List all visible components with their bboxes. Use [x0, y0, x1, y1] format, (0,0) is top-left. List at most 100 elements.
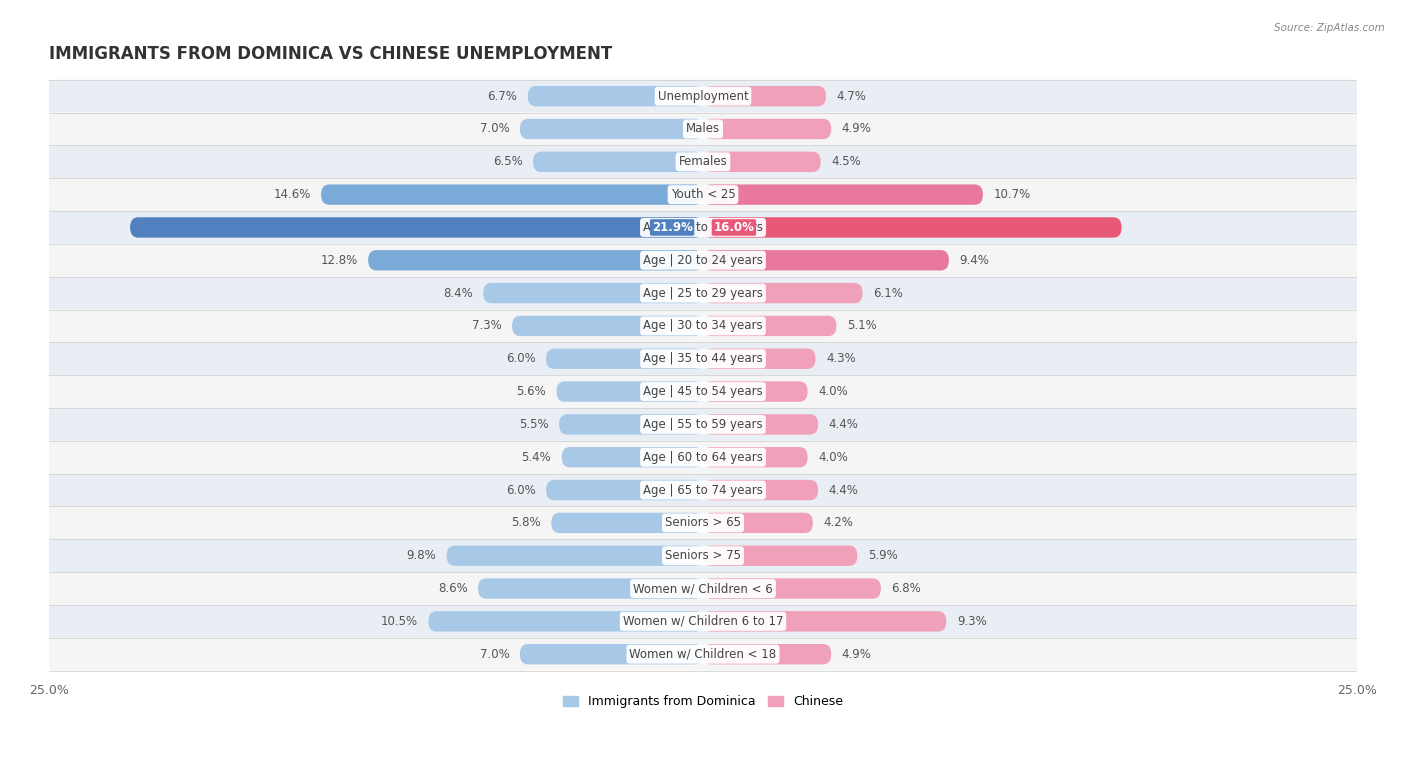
Text: Age | 20 to 24 years: Age | 20 to 24 years — [643, 254, 763, 266]
Text: 4.4%: 4.4% — [828, 484, 859, 497]
FancyBboxPatch shape — [429, 611, 703, 631]
FancyBboxPatch shape — [546, 348, 703, 369]
FancyBboxPatch shape — [703, 546, 858, 566]
Text: Unemployment: Unemployment — [658, 89, 748, 103]
FancyBboxPatch shape — [49, 310, 1357, 342]
FancyBboxPatch shape — [533, 151, 703, 172]
FancyBboxPatch shape — [703, 611, 946, 631]
FancyBboxPatch shape — [447, 546, 703, 566]
FancyBboxPatch shape — [49, 211, 1357, 244]
FancyBboxPatch shape — [49, 178, 1357, 211]
FancyBboxPatch shape — [703, 578, 882, 599]
Text: Women w/ Children < 18: Women w/ Children < 18 — [630, 648, 776, 661]
FancyBboxPatch shape — [49, 605, 1357, 638]
Text: 21.9%: 21.9% — [651, 221, 693, 234]
Text: 10.5%: 10.5% — [381, 615, 418, 628]
FancyBboxPatch shape — [49, 277, 1357, 310]
FancyBboxPatch shape — [703, 119, 831, 139]
Text: 5.6%: 5.6% — [516, 385, 546, 398]
FancyBboxPatch shape — [560, 414, 703, 435]
Text: 4.0%: 4.0% — [818, 450, 848, 464]
Text: 6.1%: 6.1% — [873, 287, 903, 300]
Text: 9.3%: 9.3% — [956, 615, 987, 628]
FancyBboxPatch shape — [703, 217, 1122, 238]
FancyBboxPatch shape — [49, 441, 1357, 474]
Text: 8.4%: 8.4% — [443, 287, 472, 300]
FancyBboxPatch shape — [520, 119, 703, 139]
Text: 6.5%: 6.5% — [492, 155, 523, 168]
FancyBboxPatch shape — [49, 539, 1357, 572]
Text: Seniors > 75: Seniors > 75 — [665, 550, 741, 562]
FancyBboxPatch shape — [703, 480, 818, 500]
FancyBboxPatch shape — [562, 447, 703, 467]
Text: Youth < 25: Youth < 25 — [671, 188, 735, 201]
FancyBboxPatch shape — [703, 185, 983, 205]
Text: 5.1%: 5.1% — [846, 319, 876, 332]
Text: Age | 30 to 34 years: Age | 30 to 34 years — [643, 319, 763, 332]
Text: 9.8%: 9.8% — [406, 550, 436, 562]
Text: 9.4%: 9.4% — [959, 254, 990, 266]
Text: 4.5%: 4.5% — [831, 155, 860, 168]
FancyBboxPatch shape — [49, 79, 1357, 113]
Text: Males: Males — [686, 123, 720, 136]
FancyBboxPatch shape — [49, 474, 1357, 506]
FancyBboxPatch shape — [703, 447, 807, 467]
FancyBboxPatch shape — [49, 244, 1357, 277]
FancyBboxPatch shape — [49, 375, 1357, 408]
FancyBboxPatch shape — [703, 250, 949, 270]
FancyBboxPatch shape — [703, 512, 813, 533]
Text: Seniors > 65: Seniors > 65 — [665, 516, 741, 529]
FancyBboxPatch shape — [49, 506, 1357, 539]
Text: 5.8%: 5.8% — [512, 516, 541, 529]
Legend: Immigrants from Dominica, Chinese: Immigrants from Dominica, Chinese — [558, 690, 848, 713]
FancyBboxPatch shape — [703, 151, 821, 172]
Text: Age | 16 to 19 years: Age | 16 to 19 years — [643, 221, 763, 234]
FancyBboxPatch shape — [703, 414, 818, 435]
FancyBboxPatch shape — [484, 283, 703, 304]
FancyBboxPatch shape — [703, 86, 825, 106]
FancyBboxPatch shape — [527, 86, 703, 106]
Text: Age | 60 to 64 years: Age | 60 to 64 years — [643, 450, 763, 464]
FancyBboxPatch shape — [478, 578, 703, 599]
Text: 8.6%: 8.6% — [437, 582, 468, 595]
FancyBboxPatch shape — [703, 382, 807, 402]
FancyBboxPatch shape — [49, 572, 1357, 605]
FancyBboxPatch shape — [49, 342, 1357, 375]
Text: 6.0%: 6.0% — [506, 352, 536, 366]
FancyBboxPatch shape — [512, 316, 703, 336]
Text: 5.5%: 5.5% — [519, 418, 548, 431]
Text: Women w/ Children < 6: Women w/ Children < 6 — [633, 582, 773, 595]
Text: Age | 45 to 54 years: Age | 45 to 54 years — [643, 385, 763, 398]
Text: Source: ZipAtlas.com: Source: ZipAtlas.com — [1274, 23, 1385, 33]
Text: 6.7%: 6.7% — [488, 89, 517, 103]
Text: Age | 25 to 29 years: Age | 25 to 29 years — [643, 287, 763, 300]
FancyBboxPatch shape — [321, 185, 703, 205]
Text: Age | 35 to 44 years: Age | 35 to 44 years — [643, 352, 763, 366]
Text: 4.7%: 4.7% — [837, 89, 866, 103]
Text: 4.4%: 4.4% — [828, 418, 859, 431]
FancyBboxPatch shape — [368, 250, 703, 270]
FancyBboxPatch shape — [546, 480, 703, 500]
FancyBboxPatch shape — [49, 408, 1357, 441]
Text: 10.7%: 10.7% — [994, 188, 1031, 201]
Text: 5.9%: 5.9% — [868, 550, 897, 562]
FancyBboxPatch shape — [49, 113, 1357, 145]
Text: 6.0%: 6.0% — [506, 484, 536, 497]
Text: IMMIGRANTS FROM DOMINICA VS CHINESE UNEMPLOYMENT: IMMIGRANTS FROM DOMINICA VS CHINESE UNEM… — [49, 45, 612, 64]
FancyBboxPatch shape — [49, 638, 1357, 671]
FancyBboxPatch shape — [520, 644, 703, 665]
FancyBboxPatch shape — [551, 512, 703, 533]
Text: 16.0%: 16.0% — [713, 221, 755, 234]
Text: 6.8%: 6.8% — [891, 582, 921, 595]
FancyBboxPatch shape — [703, 348, 815, 369]
FancyBboxPatch shape — [703, 644, 831, 665]
FancyBboxPatch shape — [131, 217, 703, 238]
FancyBboxPatch shape — [703, 283, 862, 304]
Text: 7.3%: 7.3% — [472, 319, 502, 332]
Text: Age | 55 to 59 years: Age | 55 to 59 years — [643, 418, 763, 431]
Text: 4.9%: 4.9% — [842, 123, 872, 136]
Text: Age | 65 to 74 years: Age | 65 to 74 years — [643, 484, 763, 497]
Text: 14.6%: 14.6% — [273, 188, 311, 201]
FancyBboxPatch shape — [703, 316, 837, 336]
Text: 4.9%: 4.9% — [842, 648, 872, 661]
